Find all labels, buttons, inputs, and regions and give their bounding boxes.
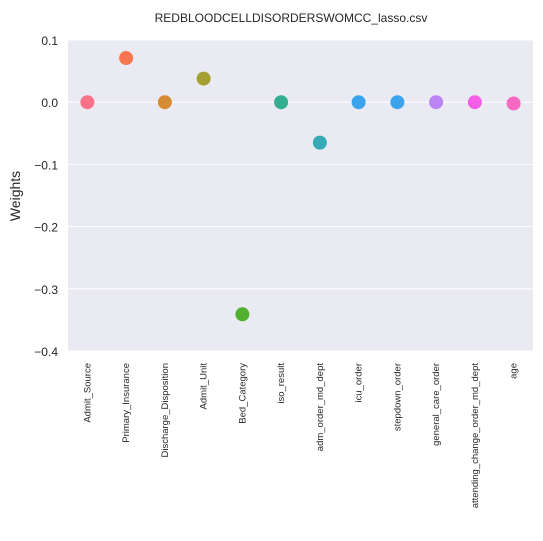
x-tick-label: Discharge_Disposition xyxy=(160,363,171,458)
x-tick-label: stepdown_order xyxy=(392,363,403,431)
y-tick-label: −0.4 xyxy=(34,345,58,359)
data-point xyxy=(274,95,289,110)
x-tick-label: Admit_Unit xyxy=(199,363,210,410)
x-tick-label: iso_result xyxy=(276,363,287,404)
y-axis-label: Weights xyxy=(7,171,23,221)
x-tick-label: adm_order_md_dept xyxy=(315,363,326,452)
data-point xyxy=(157,95,172,110)
data-point xyxy=(80,95,95,110)
y-tick-label: −0.1 xyxy=(34,158,58,172)
y-tick-label: 0.1 xyxy=(41,34,58,48)
data-point xyxy=(235,307,250,322)
chart-title: REDBLOODCELLDISORDERSWOMCC_lasso.csv xyxy=(155,11,428,25)
x-tick-label: Admit_Source xyxy=(82,363,93,423)
data-point xyxy=(506,96,521,111)
x-tick-label: Primary_Insurance xyxy=(121,363,132,443)
plot-background xyxy=(68,40,533,351)
y-tick-label: −0.3 xyxy=(34,283,58,297)
data-point xyxy=(196,71,211,86)
x-tick-label: general_care_order xyxy=(431,363,442,446)
data-point xyxy=(119,51,134,66)
x-tick-label: age xyxy=(509,363,520,379)
data-point xyxy=(390,95,405,110)
x-tick-label: icu_order xyxy=(354,363,365,403)
x-tick-label: attending_change_order_md_dept xyxy=(470,363,481,509)
data-point xyxy=(467,95,482,110)
data-point xyxy=(429,95,444,110)
x-tick-label: Bed_Category xyxy=(237,363,248,424)
data-point xyxy=(312,135,327,150)
data-point xyxy=(351,95,366,110)
plot-area: 0.1 0.0 −0.1 −0.2 −0.3 −0.4 Admit_Source Primar… xyxy=(34,34,533,508)
y-tick-label: −0.2 xyxy=(34,221,58,235)
y-tick-label: 0.0 xyxy=(41,96,58,110)
